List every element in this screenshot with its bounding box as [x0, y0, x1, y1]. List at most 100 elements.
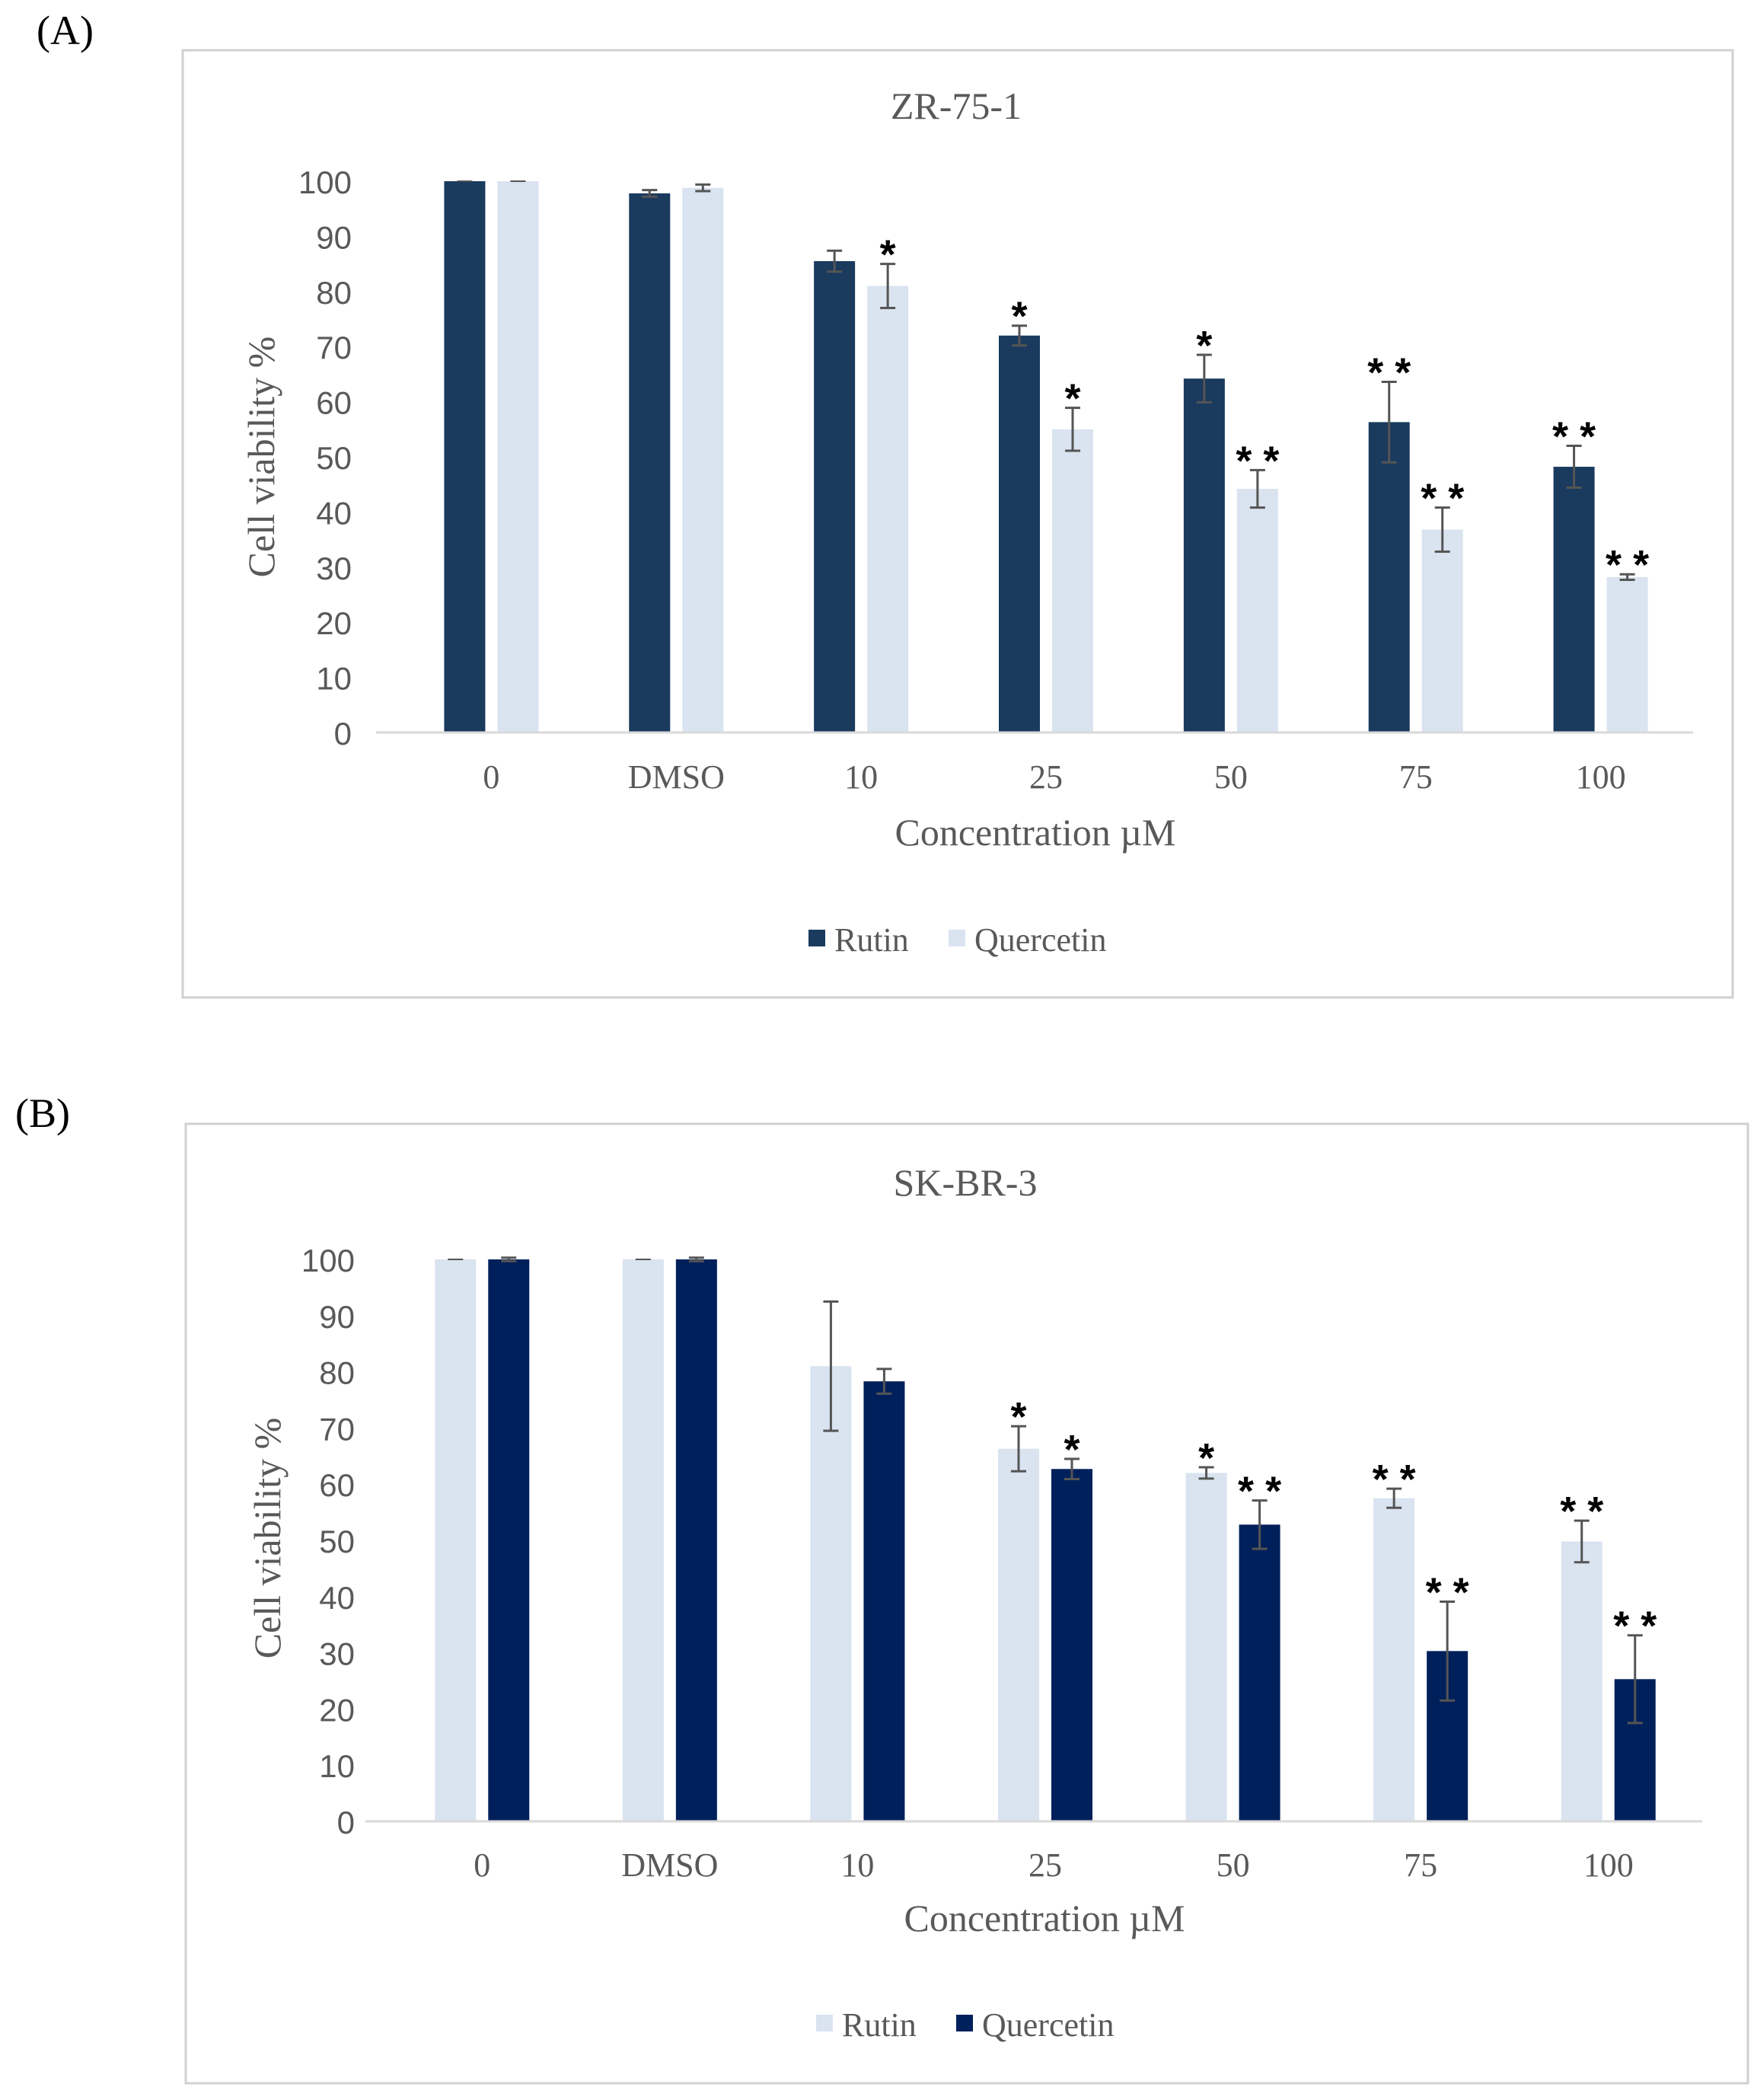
y-tick-label-a-10: 10 [316, 661, 352, 697]
y-tick-label-b-30: 30 [319, 1636, 355, 1672]
legend-a: Rutin Quercetin [808, 921, 1106, 959]
bar-a-quercetin-10 [867, 286, 909, 732]
y-tick-label-b-40: 40 [319, 1580, 355, 1616]
bar-b-rutin-dmso [622, 1259, 664, 1821]
y-tick-label-a-70: 70 [316, 330, 352, 365]
legend-a-label-quercetin: Quercetin [974, 921, 1106, 959]
significance-marker: * * [1373, 1457, 1416, 1502]
legend-b-swatch-rutin [816, 2015, 833, 2031]
legend-a-swatch-quercetin [949, 930, 965, 946]
bar-b-quercetin-10 [863, 1381, 905, 1821]
chart-b-ylabel: Cell viability % [246, 1418, 289, 1659]
bar-a-rutin-10 [814, 260, 856, 733]
y-tick-label-b-60: 60 [319, 1467, 355, 1503]
chart-a-ylabel: Cell viability % [240, 337, 282, 578]
y-tick-label-a-30: 30 [316, 551, 352, 586]
y-tick-label-a-80: 80 [316, 275, 352, 311]
significance-marker: * [1011, 294, 1027, 340]
panel-b-frame [184, 1122, 1749, 2085]
y-tick-label-a-100: 100 [298, 164, 352, 200]
bar-a-rutin-50 [1183, 378, 1225, 732]
legend-a-label-rutin: Rutin [834, 921, 909, 959]
x-tick-label-b-100: 100 [1583, 1846, 1634, 1884]
bar-b-rutin-100 [1561, 1541, 1603, 1821]
significance-marker: * * [1613, 1604, 1657, 1649]
y-tick-label-a-90: 90 [316, 219, 352, 255]
significance-marker: * * [1426, 1569, 1469, 1615]
bar-b-rutin-75 [1373, 1498, 1415, 1821]
bar-a-rutin-25 [999, 335, 1040, 733]
y-tick-label-a-0: 0 [334, 716, 352, 752]
bar-a-quercetin-dmso [682, 187, 724, 733]
significance-marker: * * [1552, 414, 1596, 460]
x-tick-label-b-0: 0 [474, 1846, 490, 1884]
legend-b-label-quercetin: Quercetin [982, 2006, 1114, 2044]
y-tick-label-a-60: 60 [316, 385, 352, 421]
legend-b-swatch-quercetin [956, 2015, 973, 2031]
x-tick-label-b-75: 75 [1404, 1846, 1437, 1884]
significance-marker: * * [1560, 1489, 1603, 1534]
chart-b-title: SK-BR-3 [894, 1161, 1038, 1204]
x-tick-label-b-dmso: DMSO [621, 1846, 718, 1884]
bar-a-quercetin-50 [1236, 488, 1278, 732]
bar-b-quercetin-50 [1239, 1524, 1280, 1821]
x-tick-label-b-10: 10 [840, 1846, 874, 1884]
significance-marker: * * [1606, 542, 1649, 588]
significance-marker: * [1198, 1435, 1214, 1481]
bar-a-rutin-75 [1368, 422, 1410, 732]
x-tick-label-a-75: 75 [1399, 758, 1433, 796]
y-tick-label-a-20: 20 [316, 605, 352, 641]
y-tick-label-b-50: 50 [319, 1524, 355, 1559]
chart-b-xlabel: Concentration µM [904, 1897, 1185, 1939]
bar-a-rutin-0 [444, 181, 486, 732]
bar-b-rutin-0 [435, 1259, 477, 1821]
legend-b-label-rutin: Rutin [842, 2006, 917, 2044]
chart-a-xlabel: Concentration µM [895, 811, 1175, 854]
x-tick-label-b-50: 50 [1217, 1846, 1250, 1884]
bar-b-rutin-10 [810, 1366, 852, 1821]
significance-marker: * [880, 232, 896, 278]
panel-a-frame [181, 49, 1734, 999]
bar-a-rutin-dmso [629, 193, 671, 733]
legend-a-swatch-rutin [808, 930, 825, 946]
x-tick-label-a-0: 0 [483, 758, 499, 796]
y-tick-label-b-0: 0 [337, 1805, 355, 1840]
significance-marker: * * [1367, 350, 1411, 396]
significance-marker: * [1064, 376, 1080, 422]
significance-marker: * * [1236, 438, 1279, 484]
panel-b-label: (B) [15, 1090, 70, 1136]
panel-b-chart: SK-BR-3 Concentration µM Cell viability … [246, 1161, 1702, 2044]
y-tick-label-b-100: 100 [301, 1243, 355, 1278]
significance-marker: * [1010, 1394, 1026, 1440]
x-tick-label-a-50: 50 [1214, 758, 1248, 796]
bar-a-quercetin-75 [1421, 529, 1463, 732]
x-tick-label-b-25: 25 [1028, 1846, 1062, 1884]
y-tick-label-a-50: 50 [316, 440, 352, 476]
significance-marker: * * [1421, 476, 1464, 522]
bar-a-rutin-100 [1553, 467, 1595, 732]
y-tick-label-b-20: 20 [319, 1692, 355, 1728]
bar-b-quercetin-25 [1051, 1469, 1092, 1821]
bar-a-quercetin-25 [1052, 429, 1093, 732]
y-tick-label-b-10: 10 [319, 1748, 355, 1784]
bar-b-rutin-25 [998, 1448, 1039, 1821]
y-tick-label-a-40: 40 [316, 495, 352, 531]
panel-a-label: (A) [37, 8, 94, 53]
panel-a-chart: ZR-75-1 Concentration µM Cell viability … [240, 85, 1693, 959]
bar-b-rutin-50 [1185, 1473, 1227, 1821]
y-tick-label-b-90: 90 [319, 1299, 355, 1335]
bar-a-quercetin-100 [1606, 576, 1648, 732]
legend-b: Rutin Quercetin [816, 2006, 1114, 2044]
chart-a-marks: 0 10 20 30 40 50 60 70 80 90 100 * * * * * * * * * * * * * … [298, 164, 1693, 796]
bar-b-quercetin-0 [488, 1259, 530, 1821]
x-tick-label-a-dmso: DMSO [628, 758, 725, 796]
significance-marker: * [1196, 323, 1212, 369]
bar-b-quercetin-dmso [675, 1259, 717, 1821]
chart-a-title: ZR-75-1 [891, 85, 1022, 127]
y-tick-label-b-80: 80 [319, 1355, 355, 1391]
significance-marker: * [1064, 1427, 1080, 1473]
y-tick-label-b-70: 70 [319, 1411, 355, 1447]
x-tick-label-a-25: 25 [1029, 758, 1063, 796]
